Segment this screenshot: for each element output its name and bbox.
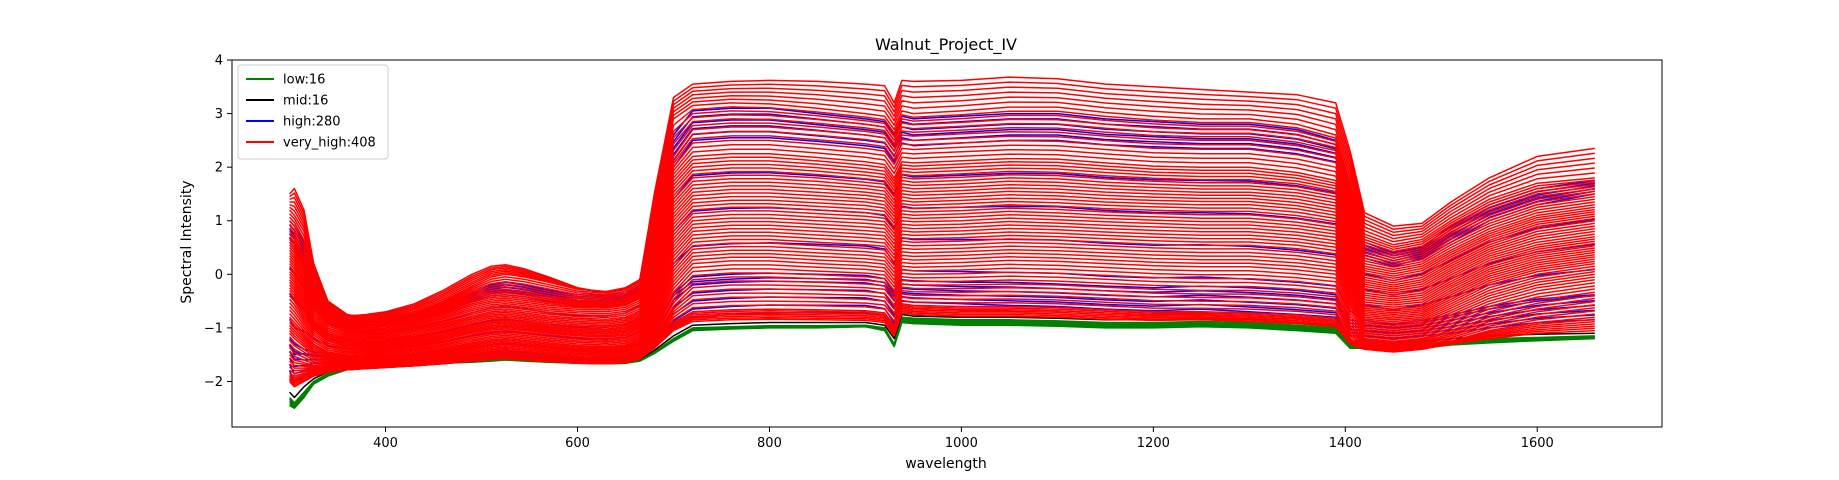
series-line — [289, 167, 1595, 332]
series-line — [289, 160, 1595, 329]
series-line — [289, 213, 1595, 348]
y-tick-label: −1 — [204, 321, 223, 336]
series-line — [289, 224, 1595, 352]
y-tick-label: −2 — [204, 375, 223, 390]
series-line — [289, 91, 1595, 318]
legend-label: very_high:408 — [283, 136, 376, 151]
series-line — [289, 174, 1595, 334]
x-axis-label: wavelength — [905, 456, 987, 472]
series-line — [289, 118, 1595, 322]
chart-title: Walnut_Project_IV — [875, 35, 1017, 55]
y-tick-label: 4 — [215, 54, 223, 69]
series-line — [289, 195, 1595, 343]
series-line — [289, 227, 1595, 353]
x-tick-label: 600 — [565, 436, 590, 451]
series-line — [289, 199, 1595, 344]
y-tick-label: 0 — [215, 268, 223, 283]
series-line — [289, 94, 1595, 318]
plot-frame — [231, 59, 1663, 428]
x-tick-label: 1000 — [945, 436, 978, 451]
y-axis: −2 −1 0 1 2 3 4 — [204, 54, 232, 390]
x-tick-label: 800 — [757, 436, 782, 451]
y-axis-label: Spectral Intensity — [179, 180, 195, 303]
series-line — [289, 263, 1595, 364]
series-line — [289, 245, 1595, 359]
series-line — [289, 81, 1595, 317]
x-axis: 400 600 800 1000 1200 1400 1600 — [373, 427, 1554, 451]
series-line — [289, 203, 1595, 345]
series-line — [289, 178, 1595, 336]
series-line — [289, 220, 1595, 351]
series-line — [289, 252, 1595, 361]
series-line — [289, 206, 1595, 346]
x-tick-label: 400 — [373, 436, 398, 451]
y-tick-label: 1 — [215, 214, 223, 229]
series-line — [289, 259, 1595, 363]
series-line — [289, 156, 1595, 328]
series-line — [289, 181, 1595, 337]
series-line — [289, 248, 1595, 360]
series-line — [289, 271, 1595, 366]
series-line — [289, 241, 1595, 358]
legend-label: high:280 — [283, 115, 341, 130]
y-tick-label: 2 — [215, 161, 223, 176]
series-line — [289, 267, 1595, 365]
x-tick-label: 1200 — [1137, 436, 1170, 451]
series-line — [289, 210, 1595, 347]
series-line — [289, 312, 1595, 388]
series-line — [289, 76, 1595, 317]
series-line — [289, 153, 1595, 327]
x-tick-label: 1400 — [1329, 436, 1362, 451]
series-line — [289, 238, 1595, 357]
series-line — [289, 192, 1595, 341]
legend: low:16 mid:16 high:280 very_high:408 — [237, 64, 389, 160]
legend-label: mid:16 — [283, 94, 328, 109]
x-tick-label: 1600 — [1521, 436, 1554, 451]
series-line — [289, 275, 1595, 367]
series-very_high — [289, 76, 1595, 388]
series-line — [289, 231, 1595, 354]
series-line — [289, 98, 1595, 319]
legend-box — [237, 64, 389, 160]
series-line — [289, 256, 1595, 362]
series-line — [289, 279, 1595, 367]
legend-label: low:16 — [283, 73, 325, 88]
series-line — [289, 163, 1595, 331]
series-line — [289, 86, 1595, 317]
series-line — [289, 185, 1595, 339]
series-line — [289, 188, 1595, 340]
series-layer — [288, 76, 1595, 409]
series-line — [289, 217, 1595, 349]
y-tick-label: 3 — [215, 107, 223, 122]
series-line — [289, 234, 1595, 356]
series-line — [289, 170, 1595, 333]
